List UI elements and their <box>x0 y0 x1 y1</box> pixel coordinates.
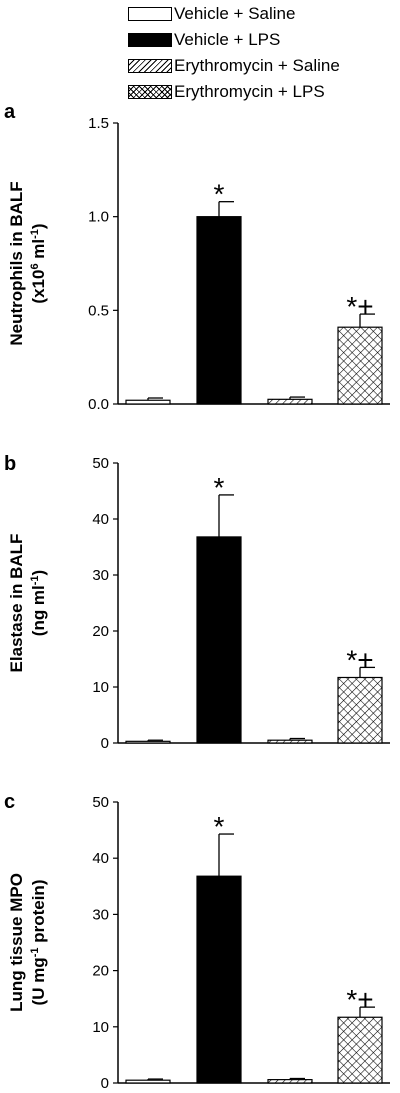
y-axis-label: Elastase in BALF <box>7 534 26 673</box>
bar <box>337 326 383 405</box>
unit-superscript: -1 <box>29 948 41 958</box>
panel-letter: c <box>4 791 15 813</box>
unit-superscript: 6 <box>29 263 41 269</box>
chart-panel-b: b Elastase in BALF (ng ml-1) 0 10 20 30 40 50 * *+ <box>4 453 390 752</box>
y-tick-label: 40 <box>92 511 109 528</box>
unit-text: ml <box>29 239 48 264</box>
unit-superscript: -1 <box>29 575 41 585</box>
y-tick-label: 1.5 <box>88 115 109 132</box>
legend-item-vehicle-saline: Vehicle + Saline <box>128 2 398 28</box>
y-tick-label: 1.0 <box>88 209 109 226</box>
legend: Vehicle + Saline Vehicle + LPS Erythromy… <box>128 2 398 106</box>
y-tick-label: 40 <box>92 850 109 867</box>
legend-swatch-diagonal-hatch <box>128 59 172 73</box>
legend-label: Erythromycin + Saline <box>174 56 340 75</box>
chart-panel-a: a Neutrophils in BALF (x106 ml-1) 0.0 0.5 1.0… <box>4 101 390 413</box>
y-axis-label: Lung tissue MPO <box>7 873 26 1012</box>
y-tick-label: 30 <box>92 567 109 584</box>
legend-item-erythromycin-lps: Erythromycin + LPS <box>128 80 398 106</box>
significance-marker: *+ <box>346 291 373 322</box>
significance-marker: *+ <box>346 984 373 1015</box>
bar <box>267 398 313 405</box>
y-tick-label: 0 <box>101 1075 109 1092</box>
unit-text: (x10 <box>29 270 48 304</box>
bar <box>125 740 171 744</box>
panel-letter: a <box>4 101 16 123</box>
bar <box>125 399 171 405</box>
y-tick-label: 20 <box>92 963 109 980</box>
legend-label: Erythromycin + LPS <box>174 82 325 101</box>
y-tick-label: 20 <box>92 623 109 640</box>
legend-swatch-black <box>128 33 172 47</box>
bar <box>337 1016 383 1084</box>
legend-swatch-crosshatch <box>128 85 172 99</box>
bar <box>196 216 242 405</box>
legend-item-vehicle-lps: Vehicle + LPS <box>128 28 398 54</box>
unit-text: ) <box>29 570 48 576</box>
y-tick-label: 10 <box>92 1019 109 1036</box>
y-tick-label: 30 <box>92 906 109 923</box>
unit-superscript: -1 <box>29 229 41 239</box>
y-tick-label: 0.0 <box>88 396 109 413</box>
bar <box>196 875 242 1084</box>
y-tick-label: 10 <box>92 679 109 696</box>
unit-text: (U mg <box>29 957 48 1005</box>
unit-text: protein) <box>29 880 48 948</box>
bar <box>267 1079 313 1084</box>
unit-text: ) <box>29 223 48 229</box>
y-tick-label: 0.5 <box>88 302 109 319</box>
bar <box>337 676 383 744</box>
legend-swatch-white <box>128 7 172 21</box>
bar <box>267 739 313 744</box>
chart-panel-c: c Lung tissue MPO (U mg-1 protein) 0 10 20 30 4… <box>4 791 390 1092</box>
y-axis-unit-label: (ng ml-1) <box>29 570 48 636</box>
bar <box>196 536 242 744</box>
significance-marker: *+ <box>346 644 373 675</box>
y-axis-label: Neutrophils in BALF <box>7 181 26 345</box>
significance-marker: * <box>214 472 225 503</box>
legend-label: Vehicle + LPS <box>174 30 281 49</box>
unit-text: (ng ml <box>29 585 48 636</box>
panel-letter: b <box>4 453 16 475</box>
significance-marker: * <box>214 811 225 842</box>
y-axis-unit-label: (U mg-1 protein) <box>29 880 48 1006</box>
y-axis-unit-label: (x106 ml-1) <box>29 223 48 303</box>
y-tick-label: 0 <box>101 735 109 752</box>
y-tick-label: 50 <box>92 455 109 472</box>
bar <box>125 1079 171 1084</box>
significance-marker: * <box>214 179 225 210</box>
legend-label: Vehicle + Saline <box>174 4 296 23</box>
legend-item-erythromycin-saline: Erythromycin + Saline <box>128 54 398 80</box>
y-tick-label: 50 <box>92 794 109 811</box>
